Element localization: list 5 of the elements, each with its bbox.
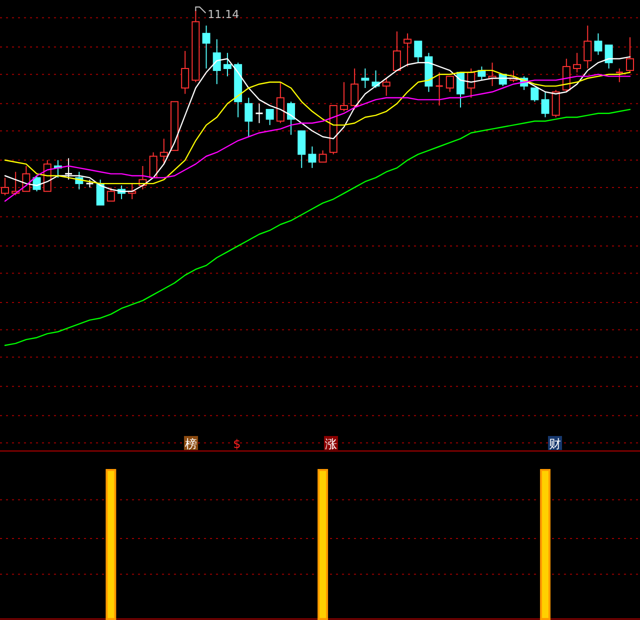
annotation: 11.14 — [208, 8, 240, 21]
text: 涨 — [325, 437, 337, 451]
text: $ — [233, 437, 241, 451]
text: 榜 — [185, 437, 197, 451]
text: 财 — [549, 437, 561, 451]
